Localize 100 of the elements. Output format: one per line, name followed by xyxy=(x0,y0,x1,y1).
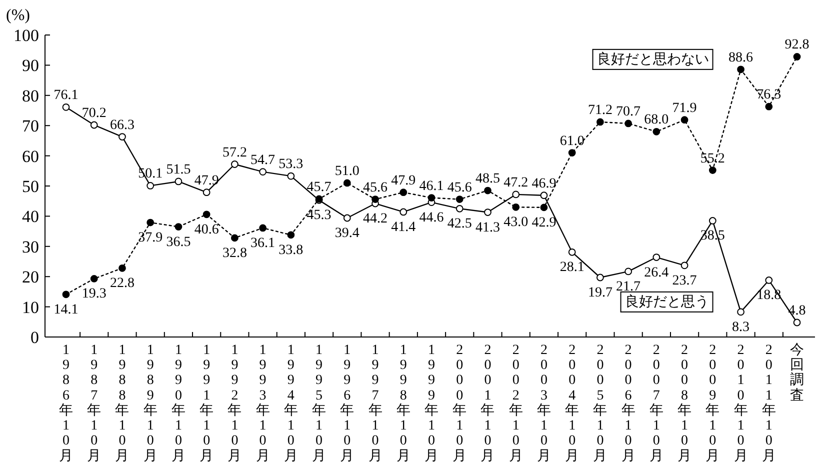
point xyxy=(568,248,576,256)
data-label: 23.7 xyxy=(672,273,697,288)
y-tick-label: 40 xyxy=(22,207,39,226)
point xyxy=(118,133,126,140)
point xyxy=(624,120,632,128)
x-tick-label: 2000年10月 xyxy=(452,343,467,462)
point xyxy=(259,168,267,176)
data-label: 76.3 xyxy=(756,88,782,103)
x-tick-label: 1994年10月 xyxy=(284,343,298,462)
data-label: 54.7 xyxy=(250,152,276,168)
point xyxy=(765,102,773,110)
point xyxy=(456,204,464,212)
data-label: 57.2 xyxy=(222,145,247,160)
point xyxy=(202,188,210,196)
data-label: 41.4 xyxy=(391,220,416,235)
data-label: 92.8 xyxy=(784,38,810,53)
series-label: 良好だと思う xyxy=(624,294,709,310)
data-label: 32.8 xyxy=(222,246,247,261)
point xyxy=(343,179,351,187)
data-label: 36.5 xyxy=(166,234,191,250)
data-label: 48.5 xyxy=(475,172,500,187)
point xyxy=(540,204,548,212)
point xyxy=(90,121,98,129)
point xyxy=(287,172,295,180)
data-label: 28.1 xyxy=(560,260,584,276)
point xyxy=(456,196,464,203)
y-tick-label: 20 xyxy=(22,268,39,287)
point xyxy=(202,210,210,218)
x-tick-label: 1998年10月 xyxy=(396,343,410,462)
data-label: 36.1 xyxy=(250,236,276,251)
point xyxy=(230,234,238,242)
point xyxy=(652,254,660,261)
data-label: 45.7 xyxy=(306,180,332,195)
point xyxy=(793,53,801,60)
x-tick-label: 1992年10月 xyxy=(228,343,242,462)
x-tick-label: 2008年10月 xyxy=(678,343,692,462)
data-label: 70.2 xyxy=(82,106,106,121)
point xyxy=(400,188,408,196)
data-label: 45.3 xyxy=(306,208,332,224)
data-label: 8.3 xyxy=(732,320,750,335)
x-tick-label: 2003年10月 xyxy=(536,343,551,462)
y-tick-label: 90 xyxy=(22,56,39,76)
data-label: 39.4 xyxy=(334,226,360,242)
x-tick-label: 2007年10月 xyxy=(649,343,664,462)
data-label: 21.7 xyxy=(616,279,641,294)
point xyxy=(540,192,548,200)
x-tick-label: 1988年10月 xyxy=(115,343,130,462)
x-tick-label: 2001年10月 xyxy=(480,343,495,462)
point xyxy=(568,149,576,156)
point xyxy=(118,264,126,272)
point xyxy=(146,218,154,226)
x-tick-label: 1986年10月 xyxy=(59,343,73,462)
point xyxy=(708,217,716,224)
point xyxy=(90,275,98,282)
y-tick-label: 30 xyxy=(22,237,39,256)
data-label: 61.0 xyxy=(560,134,584,149)
point xyxy=(680,262,688,270)
x-tick-label: 1995年10月 xyxy=(312,343,326,462)
data-label: 70.7 xyxy=(616,104,641,120)
point xyxy=(652,128,660,136)
y-tick-label: 70 xyxy=(22,116,39,136)
text: 良好だと思わない xyxy=(596,51,709,68)
data-label: 4.8 xyxy=(788,304,806,319)
data-label: 26.4 xyxy=(644,265,669,280)
point xyxy=(737,66,744,74)
point xyxy=(765,276,773,284)
point xyxy=(708,166,716,174)
point xyxy=(484,208,492,216)
data-label: 51.5 xyxy=(166,162,191,178)
y-tick-label: 60 xyxy=(22,146,39,166)
data-label: 71.9 xyxy=(672,100,697,116)
x-tick-label: 2002年10月 xyxy=(508,343,523,462)
x-tick-label: 1993年10月 xyxy=(256,343,270,462)
point xyxy=(372,196,379,203)
data-label: 44.6 xyxy=(419,210,444,226)
data-label: 45.6 xyxy=(447,180,472,196)
data-label: 40.6 xyxy=(194,222,219,238)
data-label: 66.3 xyxy=(110,118,134,133)
y-tick-label: 10 xyxy=(22,298,39,317)
point xyxy=(484,186,492,194)
data-label: 19.7 xyxy=(588,286,612,301)
x-tick-label: 2009年10月 xyxy=(706,343,720,462)
data-label: 42.5 xyxy=(447,216,472,232)
point xyxy=(343,214,351,222)
data-label: 43.0 xyxy=(504,215,528,230)
data-label: 33.8 xyxy=(278,242,304,258)
data-label: 53.3 xyxy=(278,157,304,172)
x-tick-label: 1999年10月 xyxy=(424,343,438,462)
x-tick-label: 1990年10月 xyxy=(171,343,186,462)
point xyxy=(174,223,182,230)
point xyxy=(287,231,295,239)
point xyxy=(62,103,70,111)
point xyxy=(596,118,604,126)
point xyxy=(230,160,238,168)
x-tick-label: 2004年10月 xyxy=(565,343,580,462)
data-label: 45.6 xyxy=(363,180,388,196)
data-label: 47.9 xyxy=(391,173,416,188)
point xyxy=(512,203,520,211)
y-tick-label: 80 xyxy=(22,86,39,106)
point xyxy=(400,208,408,216)
